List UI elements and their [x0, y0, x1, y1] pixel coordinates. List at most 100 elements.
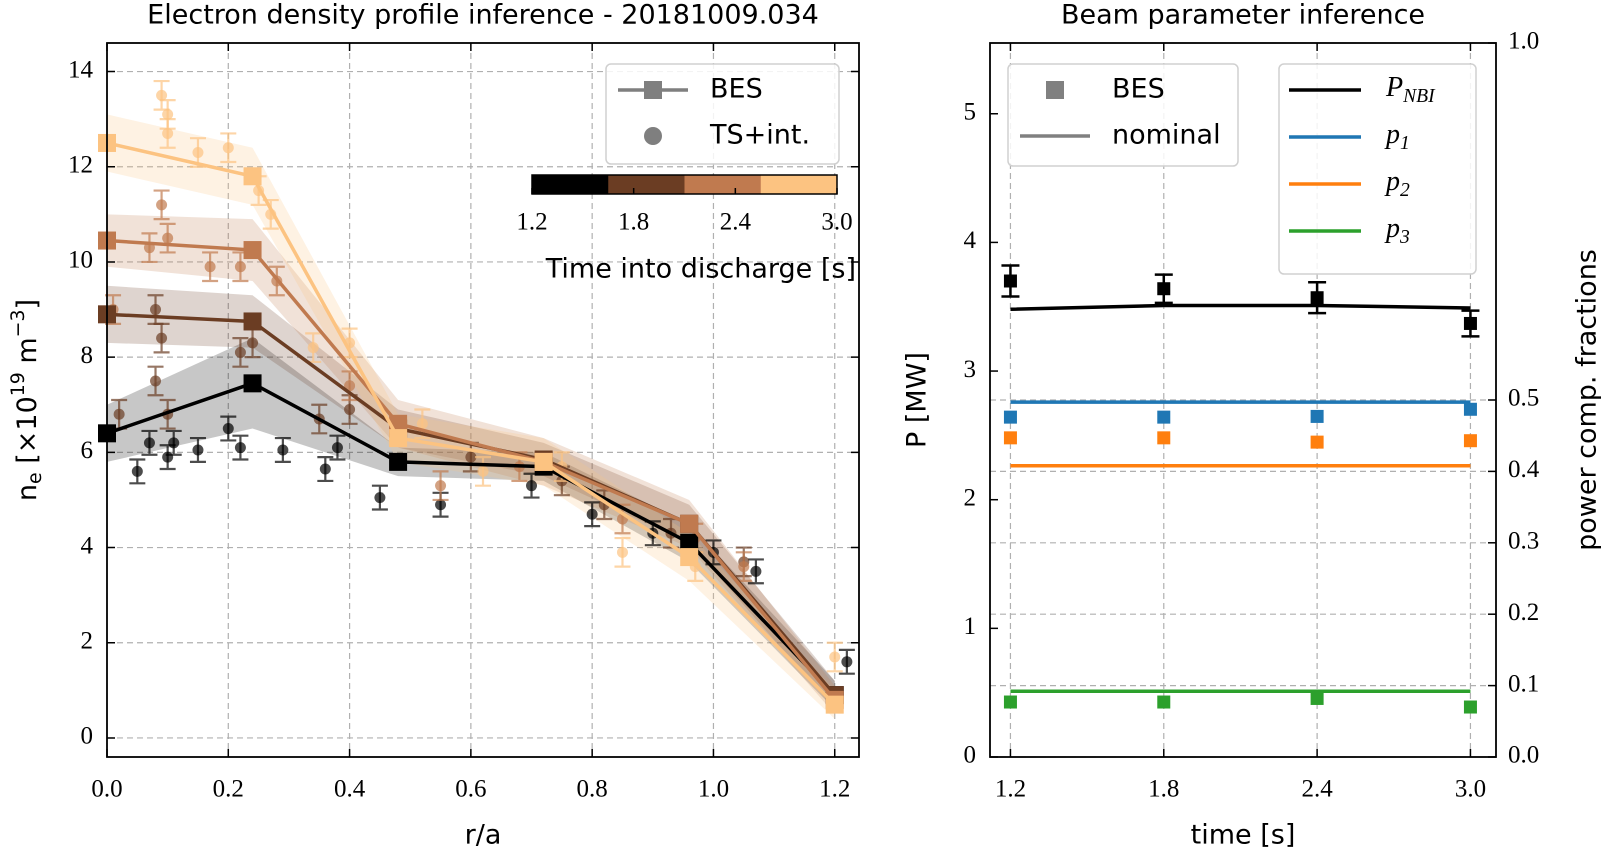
- colorbar-tick-label: 2.4: [720, 209, 752, 236]
- x-tick-label: 0.8: [577, 776, 608, 803]
- legend-label: TS+int.: [709, 120, 810, 151]
- y-axis-label-part: n: [12, 484, 43, 501]
- ts-point: [192, 146, 204, 158]
- bes-marker: [1003, 274, 1017, 288]
- bes-line: [106, 141, 836, 706]
- bes-marker: [1157, 431, 1171, 445]
- ts-point: [319, 463, 331, 475]
- bes-marker: [1463, 316, 1477, 330]
- bes-marker: [1157, 410, 1171, 424]
- y2-tick-label: 0.1: [1508, 670, 1539, 697]
- bes-marker: [243, 241, 262, 260]
- ts-point: [829, 651, 841, 663]
- bes-line: [106, 381, 837, 697]
- y-tick-label: 12: [68, 151, 93, 178]
- ts-point: [616, 546, 628, 558]
- colorbar-segment: [532, 175, 609, 194]
- ts-point: [435, 499, 447, 511]
- legend-label-part: p: [1384, 119, 1400, 150]
- ts-point: [374, 492, 386, 504]
- y2-tick-label: 0.5: [1508, 385, 1539, 412]
- ts-point: [131, 465, 143, 477]
- colorbar-tick-label: 1.8: [618, 209, 649, 236]
- ts-point: [416, 418, 428, 430]
- colorbar-segment: [760, 175, 838, 194]
- y-axis-label-part: 19: [7, 372, 29, 396]
- y-axis-label: ne [×1019 m−3]: [7, 299, 46, 501]
- bes-marker: [1463, 700, 1477, 714]
- bes-marker: [1003, 695, 1017, 709]
- ts-point: [162, 451, 174, 463]
- ts-point: [192, 444, 204, 456]
- ts-point: [162, 232, 174, 244]
- legend-label: p3: [1384, 213, 1410, 247]
- ts-point: [162, 108, 174, 120]
- ts-point: [331, 442, 343, 454]
- x-tick-label: 0.0: [91, 776, 122, 803]
- y-tick-label: 5: [964, 98, 977, 125]
- ts-point: [156, 199, 168, 211]
- bes-marker: [243, 312, 262, 331]
- y2-tick-label: 0.3: [1508, 528, 1539, 555]
- legend-label: p2: [1384, 166, 1410, 200]
- y-tick-label: 3: [964, 356, 977, 383]
- ts-point: [307, 342, 319, 354]
- chart-title: Electron density profile inference - 201…: [147, 0, 819, 31]
- bes-marker: [1310, 409, 1324, 423]
- colorbar-label: Time into discharge [s]: [545, 254, 856, 285]
- y-axis-label-part: −3: [7, 309, 29, 337]
- y2-tick-label: 0.4: [1508, 456, 1540, 483]
- ts-point: [162, 127, 174, 139]
- legend-label-part: 3: [1399, 227, 1410, 248]
- x-tick-label: 3.0: [1455, 776, 1486, 803]
- ts-point: [156, 89, 168, 101]
- ts-point: [234, 261, 246, 273]
- legend-label: BES: [710, 74, 763, 105]
- ts-point: [465, 451, 477, 463]
- chart-panel: 1.2 1.8 2.4 3.0 0 1 2 3 4 5 0.0 0.1 0.2 0.3 0.4 0.5 1.0 B…: [902, 0, 1603, 851]
- bes-marker: [534, 452, 553, 471]
- x-tick-label: 0.2: [213, 776, 244, 803]
- ts-point: [277, 444, 289, 456]
- y-axis-label-part: m: [12, 337, 43, 372]
- ts-point: [113, 408, 125, 420]
- bes-marker: [1463, 402, 1477, 416]
- colorbar-tick-label: 3.0: [821, 209, 852, 236]
- legend-label-part: 2: [1400, 180, 1410, 201]
- bes-marker: [389, 429, 408, 448]
- legend-label: nominal: [1112, 120, 1221, 151]
- bes-marker: [243, 167, 262, 186]
- legend-label-part: p: [1384, 213, 1400, 244]
- ts-point: [204, 261, 216, 273]
- y-tick-label: 1: [964, 613, 977, 640]
- x-axis-label: time [s]: [1191, 820, 1296, 851]
- y-tick-label: 2: [81, 627, 94, 654]
- x-tick-label: 1.2: [995, 776, 1026, 803]
- bes-marker: [1310, 435, 1324, 449]
- bes-marker: [1310, 691, 1324, 705]
- axes-frame: [106, 42, 860, 758]
- colorbar-segment: [684, 175, 762, 194]
- bes-marker: [1003, 431, 1017, 445]
- ts-point: [344, 380, 356, 392]
- y2-tick-label: 0.2: [1508, 599, 1539, 626]
- legend-label-part: 1: [1400, 133, 1410, 154]
- uncertainty-band: [107, 285, 835, 710]
- x-axis-label: r/a: [465, 820, 502, 851]
- legend-label-part: P: [1385, 72, 1403, 103]
- y-axis-label-part: ]: [12, 299, 43, 310]
- bes-marker: [680, 514, 699, 533]
- y-tick-label: 14: [68, 56, 94, 83]
- ts-point: [150, 304, 162, 316]
- ts-point: [526, 480, 538, 492]
- bes-marker: [1003, 410, 1017, 424]
- ts-point: [841, 656, 853, 668]
- bes-marker: [680, 533, 699, 552]
- nominal-line: [1010, 303, 1471, 312]
- y-axis-label: P [MW]: [902, 352, 933, 448]
- legend: BES nominal: [1007, 63, 1239, 167]
- ts-point: [738, 561, 750, 573]
- ts-point: [344, 404, 356, 416]
- bes-line: [106, 238, 837, 701]
